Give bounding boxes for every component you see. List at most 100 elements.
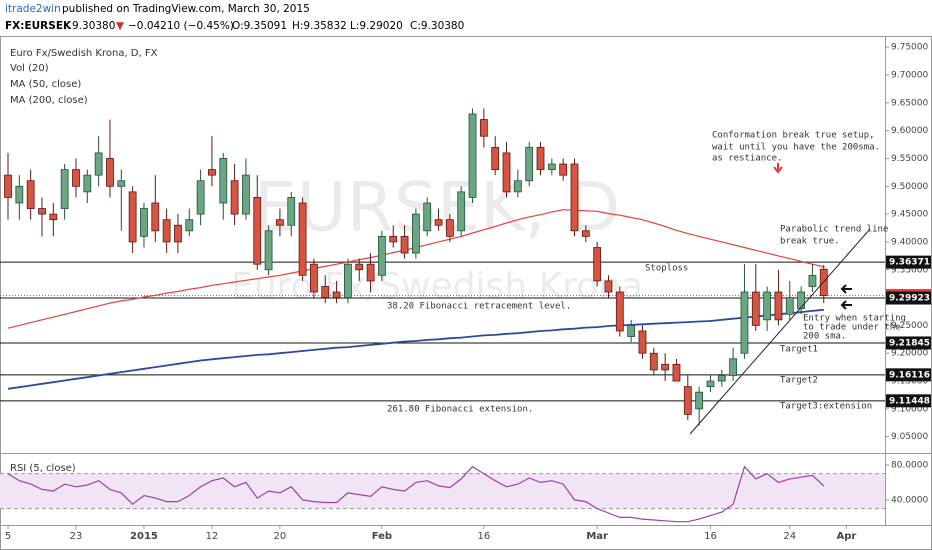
candle-body bbox=[547, 163, 556, 171]
candle-body bbox=[196, 180, 205, 215]
plot: 9.75000 9.70000 9.65000 9.60000 9.55000 9.500… bbox=[0, 43, 928, 542]
candle-body bbox=[151, 202, 160, 232]
annotation: 261.80 Fibonacci extension. bbox=[387, 405, 533, 415]
legend-item: MA (200, close) bbox=[10, 95, 88, 106]
annotation: Target1 bbox=[780, 345, 818, 355]
candle-body bbox=[310, 263, 318, 293]
annotation: 38.20 Fibonacci retracement level. bbox=[387, 302, 571, 312]
x-tick-label: 2015 bbox=[130, 531, 158, 542]
candle-body bbox=[808, 274, 817, 287]
x-tick-label: Apr bbox=[836, 531, 856, 542]
low: L:9.29020 bbox=[350, 20, 403, 32]
y-tick-label: 9.50000 bbox=[891, 182, 928, 192]
candle-body bbox=[774, 291, 783, 321]
symbol: FX:EURSEK bbox=[5, 20, 72, 32]
x-tick-label: Feb bbox=[372, 531, 392, 542]
candle-body bbox=[355, 263, 364, 271]
candle-body bbox=[559, 163, 568, 176]
candle-body bbox=[468, 113, 477, 198]
candle-body bbox=[729, 358, 738, 376]
close: C:9.30380 bbox=[410, 20, 464, 32]
candle-body bbox=[321, 286, 330, 298]
y-tick-label: 9.15000 bbox=[891, 377, 928, 387]
annotation: to trade under the bbox=[803, 323, 901, 333]
candle-body bbox=[343, 263, 352, 298]
candle-body bbox=[185, 219, 194, 232]
legend-item: Euro Fx/Swedish Krona, D, FX bbox=[10, 48, 158, 59]
candle-body bbox=[106, 158, 114, 187]
candle-body bbox=[593, 247, 602, 282]
candle-body bbox=[581, 230, 590, 237]
author[interactable]: itrade2win bbox=[5, 3, 61, 15]
candle-body bbox=[276, 219, 284, 226]
candle-body bbox=[445, 219, 454, 237]
candle-body bbox=[162, 219, 171, 243]
header-quote: FX:EURSEK 9.30380 ▼ −0.04210 (−0.45%) O:… bbox=[5, 20, 464, 32]
rsi-line bbox=[7, 465, 825, 523]
watermark-symbol: EURSEK, D bbox=[254, 169, 620, 248]
arrow-left bbox=[840, 284, 852, 294]
y-tick-label: 9.45000 bbox=[891, 210, 928, 220]
legend-item: MA (50, close) bbox=[10, 79, 81, 90]
candle-body bbox=[706, 380, 715, 388]
candle-body bbox=[513, 180, 522, 193]
x-tick-label: 12 bbox=[206, 531, 219, 542]
y-tick-label: 9.20000 bbox=[891, 349, 928, 359]
candle-body bbox=[604, 280, 613, 293]
annotation: Target3:extension bbox=[780, 402, 872, 412]
x-tick-label: 23 bbox=[70, 531, 83, 542]
x-tick-label: 16 bbox=[477, 531, 490, 542]
open: O:9.35091 bbox=[232, 20, 287, 32]
candle-body bbox=[400, 235, 409, 254]
level-tag bbox=[886, 291, 931, 305]
arrow-down bbox=[773, 163, 783, 174]
y-tick-label: 9.55000 bbox=[891, 154, 928, 164]
candle-body bbox=[253, 197, 262, 265]
y-tick-label: 9.65000 bbox=[891, 98, 928, 108]
candle-body bbox=[785, 297, 794, 315]
candle-body bbox=[638, 330, 647, 354]
trend-line bbox=[689, 228, 871, 435]
level-tag bbox=[886, 368, 931, 382]
y-tick-label: 9.60000 bbox=[891, 126, 928, 136]
level-tags: 9.363719.303809.299239.218459.161169.114… bbox=[886, 255, 931, 408]
y-tick-label: 9.40000 bbox=[891, 237, 928, 247]
candle-body bbox=[434, 219, 443, 226]
high: H:9.35832 bbox=[292, 20, 347, 32]
annotation: Stoploss bbox=[645, 264, 688, 274]
annotation: wait until you have the 200sma. bbox=[712, 143, 880, 153]
annotation: Entry when starting bbox=[803, 314, 906, 324]
x-tick-label: 16 bbox=[704, 531, 717, 542]
candle-body bbox=[491, 146, 500, 171]
candle-body bbox=[570, 163, 579, 232]
x-tick-label: Mar bbox=[586, 531, 608, 542]
candle-body bbox=[411, 213, 420, 254]
candle-body bbox=[751, 291, 760, 326]
candle-body bbox=[717, 375, 726, 382]
candle-body bbox=[457, 191, 466, 232]
x-tick-label: 5 bbox=[5, 531, 11, 542]
candle-body bbox=[128, 191, 137, 243]
candle-body bbox=[298, 202, 307, 276]
y-tick-label: 9.05000 bbox=[891, 432, 928, 442]
legend: Euro Fx/Swedish Krona, D, FX Vol (20) MA… bbox=[10, 48, 158, 474]
candle-body bbox=[615, 291, 624, 332]
candle-body bbox=[423, 202, 432, 232]
candle-body bbox=[117, 180, 126, 187]
rsi-legend: RSI (5, close) bbox=[10, 463, 76, 474]
x-tick-label: 20 bbox=[274, 531, 287, 542]
candle-body bbox=[26, 180, 35, 209]
candle-body bbox=[72, 169, 80, 187]
candle-body bbox=[683, 386, 692, 415]
annotation: Target2 bbox=[780, 376, 818, 386]
annotation: Conformation break true setup, bbox=[712, 131, 875, 141]
rsi-tick-label: 80.0000 bbox=[891, 460, 928, 470]
level-label: 9.21845 bbox=[889, 338, 930, 348]
candle-body bbox=[479, 119, 488, 137]
change: −0.04210 (−0.45%) bbox=[128, 20, 234, 32]
candle-body bbox=[661, 363, 670, 371]
candle-body bbox=[672, 363, 681, 382]
candle-body bbox=[377, 235, 386, 276]
